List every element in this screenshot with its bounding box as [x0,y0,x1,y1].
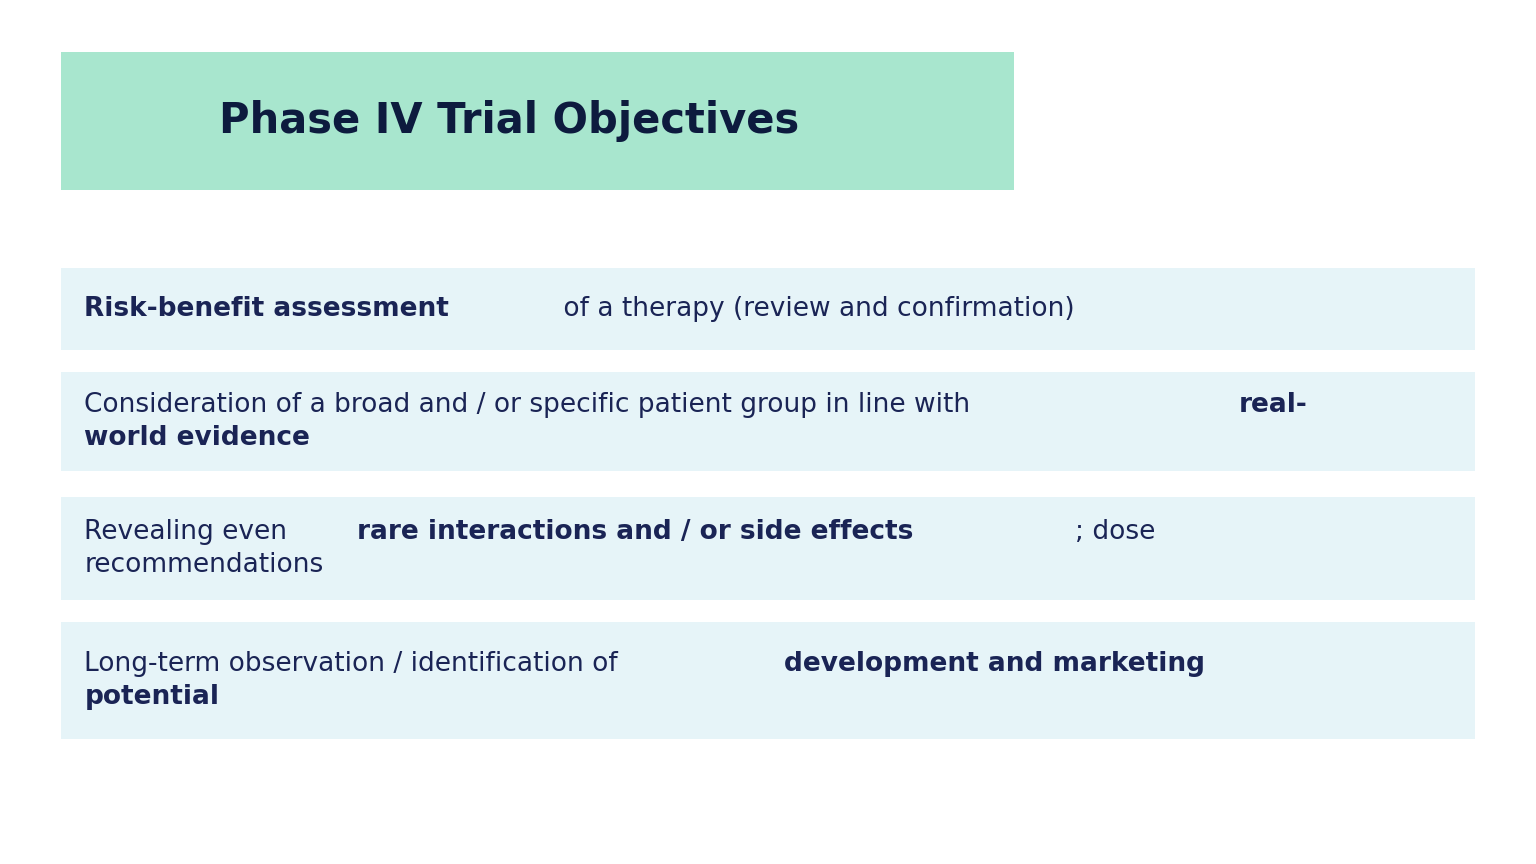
Text: Long-term observation / identification of: Long-term observation / identification o… [84,651,627,677]
Text: rare interactions and / or side effects: rare interactions and / or side effects [358,519,914,545]
Text: Risk-benefit assessment: Risk-benefit assessment [84,295,450,322]
Text: Revealing even: Revealing even [84,519,296,545]
FancyBboxPatch shape [61,52,1014,190]
FancyBboxPatch shape [61,372,1475,471]
Text: potential: potential [84,683,220,710]
Text: Phase IV Trial Objectives: Phase IV Trial Objectives [220,100,799,142]
FancyBboxPatch shape [61,497,1475,600]
Text: world evidence: world evidence [84,424,310,451]
FancyBboxPatch shape [61,622,1475,739]
Text: real-: real- [1238,391,1307,418]
Text: of a therapy (review and confirmation): of a therapy (review and confirmation) [556,295,1075,322]
Text: Consideration of a broad and / or specific patient group in line with: Consideration of a broad and / or specif… [84,391,978,418]
Text: development and marketing: development and marketing [783,651,1206,677]
FancyBboxPatch shape [61,268,1475,350]
Text: ; dose: ; dose [1075,519,1155,545]
Text: recommendations: recommendations [84,552,324,578]
